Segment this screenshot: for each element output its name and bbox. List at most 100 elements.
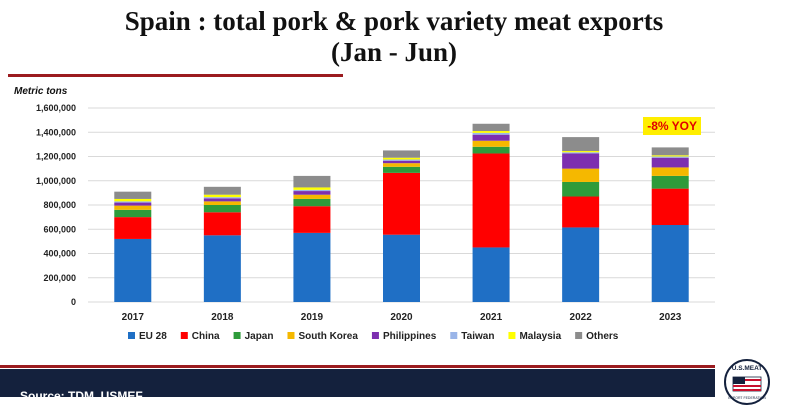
bar-segment xyxy=(472,247,510,302)
y-tick-label: 400,000 xyxy=(43,249,76,259)
bar-segment xyxy=(114,202,152,206)
x-tick-label: 2019 xyxy=(301,312,324,323)
bar-segment xyxy=(203,201,241,205)
bar-segment xyxy=(114,238,152,302)
bar-segment xyxy=(383,163,420,167)
bar-segment xyxy=(114,205,152,210)
bar-segment xyxy=(562,227,600,302)
legend-swatch xyxy=(233,332,241,339)
bar-segment xyxy=(562,153,600,169)
legend-label: Japan xyxy=(245,331,274,342)
bar-segment xyxy=(114,217,152,239)
x-tick-label: 2018 xyxy=(211,312,234,323)
legend-label: South Korea xyxy=(298,331,358,342)
bar-segment xyxy=(472,131,510,133)
legend-label: Philippines xyxy=(383,331,437,342)
y-tick-label: 0 xyxy=(71,297,76,307)
legend-swatch xyxy=(450,332,458,339)
logo-bottom-text: EXPORT FEDERATION xyxy=(728,396,766,400)
bar-segment xyxy=(472,146,510,154)
bar-segment xyxy=(562,168,600,182)
y-axis-label: Metric tons xyxy=(14,86,68,97)
legend: EU 28 China Japan South Korea Philippines Tai… xyxy=(128,331,619,342)
title-line-1: Spain : total pork & pork variety meat e… xyxy=(124,6,664,36)
bar-segment xyxy=(114,209,152,218)
bar-segment xyxy=(293,206,331,233)
bar-segment xyxy=(651,157,689,168)
y-tick-label: 1,200,000 xyxy=(36,152,76,162)
legend-label: Taiwan xyxy=(461,331,494,342)
bar-segment xyxy=(562,181,600,197)
legend-label: Malaysia xyxy=(519,331,561,342)
bar-segment xyxy=(114,191,152,199)
bar-segment xyxy=(293,232,331,302)
usmef-logo: U.S.MEAT EXPORT FEDERATION xyxy=(724,359,770,405)
footer: Source: TDM, USMEF U.S.MEAT EXPORT FEDER… xyxy=(0,355,788,405)
legend-swatch xyxy=(371,332,379,339)
legend-swatch xyxy=(287,332,295,339)
bar-segment xyxy=(562,137,600,152)
yoy-annotation: -8% YOY xyxy=(643,117,702,136)
bar-segment xyxy=(651,156,689,158)
bar-segment xyxy=(203,212,241,236)
bar-segment xyxy=(114,198,152,202)
bar-segment xyxy=(383,150,420,158)
bar-segment xyxy=(203,197,241,199)
x-tick-label: 2017 xyxy=(122,312,145,323)
bar-segment xyxy=(562,151,600,153)
bar-segment xyxy=(293,175,331,188)
footer-bar: Source: TDM, USMEF xyxy=(0,369,715,403)
x-tick-label: 2023 xyxy=(659,312,682,323)
x-tick-label: 2022 xyxy=(570,312,593,323)
bar-segment xyxy=(651,225,689,302)
bar-segment xyxy=(203,186,241,195)
footer-red-stripe xyxy=(0,365,715,368)
bar-segment xyxy=(472,140,510,147)
y-tick-label: 200,000 xyxy=(43,273,76,283)
y-axis: 0 200,000 400,000 600,000 800,000 1,000,000 1,… xyxy=(36,103,76,307)
legend-label: China xyxy=(192,331,220,342)
legend-swatch xyxy=(180,332,188,339)
source-text: Source: TDM, USMEF xyxy=(20,389,143,403)
bar-segment xyxy=(203,194,241,198)
bar-segment xyxy=(651,175,689,189)
stacked-bar-chart: 0 200,000 400,000 600,000 800,000 1,000,000 1,… xyxy=(14,86,715,342)
chart-title: Spain : total pork & pork variety meat e… xyxy=(0,6,788,68)
bar-segment xyxy=(472,153,510,248)
bar-segment xyxy=(383,172,420,235)
bar-segment xyxy=(383,234,420,302)
legend-swatch xyxy=(508,332,516,339)
bar-segment xyxy=(114,201,152,203)
x-tick-label: 2020 xyxy=(390,312,413,323)
legend-label: Others xyxy=(586,331,619,342)
bar-segment xyxy=(651,147,689,156)
bar-segment xyxy=(383,166,420,173)
bar-segment xyxy=(651,155,689,157)
bar-segment xyxy=(651,188,689,226)
bar-segment xyxy=(293,198,331,207)
y-tick-label: 800,000 xyxy=(43,200,76,210)
legend-swatch xyxy=(128,332,135,339)
y-tick-label: 1,000,000 xyxy=(36,176,76,186)
bar-segment xyxy=(383,157,420,160)
title-divider xyxy=(8,74,343,77)
bar-segment xyxy=(293,191,331,195)
bar-segment xyxy=(472,123,510,132)
bar-segment xyxy=(293,194,331,199)
y-tick-label: 1,600,000 xyxy=(36,103,76,113)
bar-segment xyxy=(203,205,241,213)
y-tick-label: 1,400,000 xyxy=(36,127,76,137)
bar-segment xyxy=(562,196,600,228)
bar-segment xyxy=(472,134,510,141)
bar-segment xyxy=(651,167,689,176)
x-tick-label: 2021 xyxy=(480,312,503,323)
logo-top-text: U.S.MEAT xyxy=(732,365,763,372)
bar-segment xyxy=(203,198,241,202)
bar-segment xyxy=(472,132,510,135)
bar-segment xyxy=(383,160,420,164)
bar-segment xyxy=(293,189,331,192)
bars xyxy=(114,123,689,302)
y-tick-label: 600,000 xyxy=(43,224,76,234)
bar-segment xyxy=(293,187,331,190)
legend-label: EU 28 xyxy=(139,331,167,342)
